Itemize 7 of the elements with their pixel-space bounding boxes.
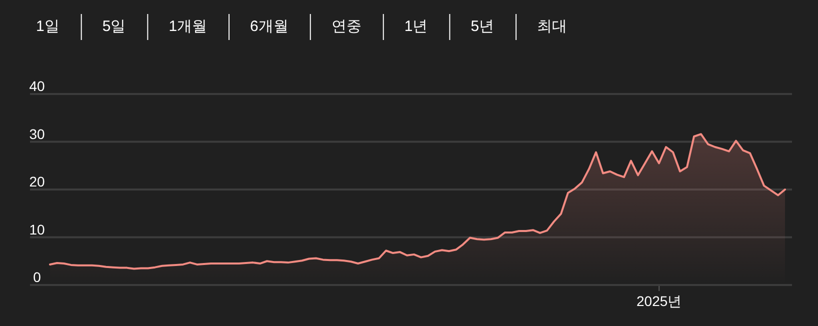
range-buttons: 1일 5일 1개월 6개월 연중 1년 5년 최대 — [36, 14, 568, 40]
y-tick-label: 20 — [29, 174, 45, 190]
text: 2025년 — [636, 293, 682, 309]
y-tick-label: 40 — [29, 78, 45, 94]
y-tick-label: 0 — [33, 269, 42, 285]
y-tick-label: 10 — [29, 221, 45, 238]
y-tick-label: 30 — [29, 126, 45, 142]
